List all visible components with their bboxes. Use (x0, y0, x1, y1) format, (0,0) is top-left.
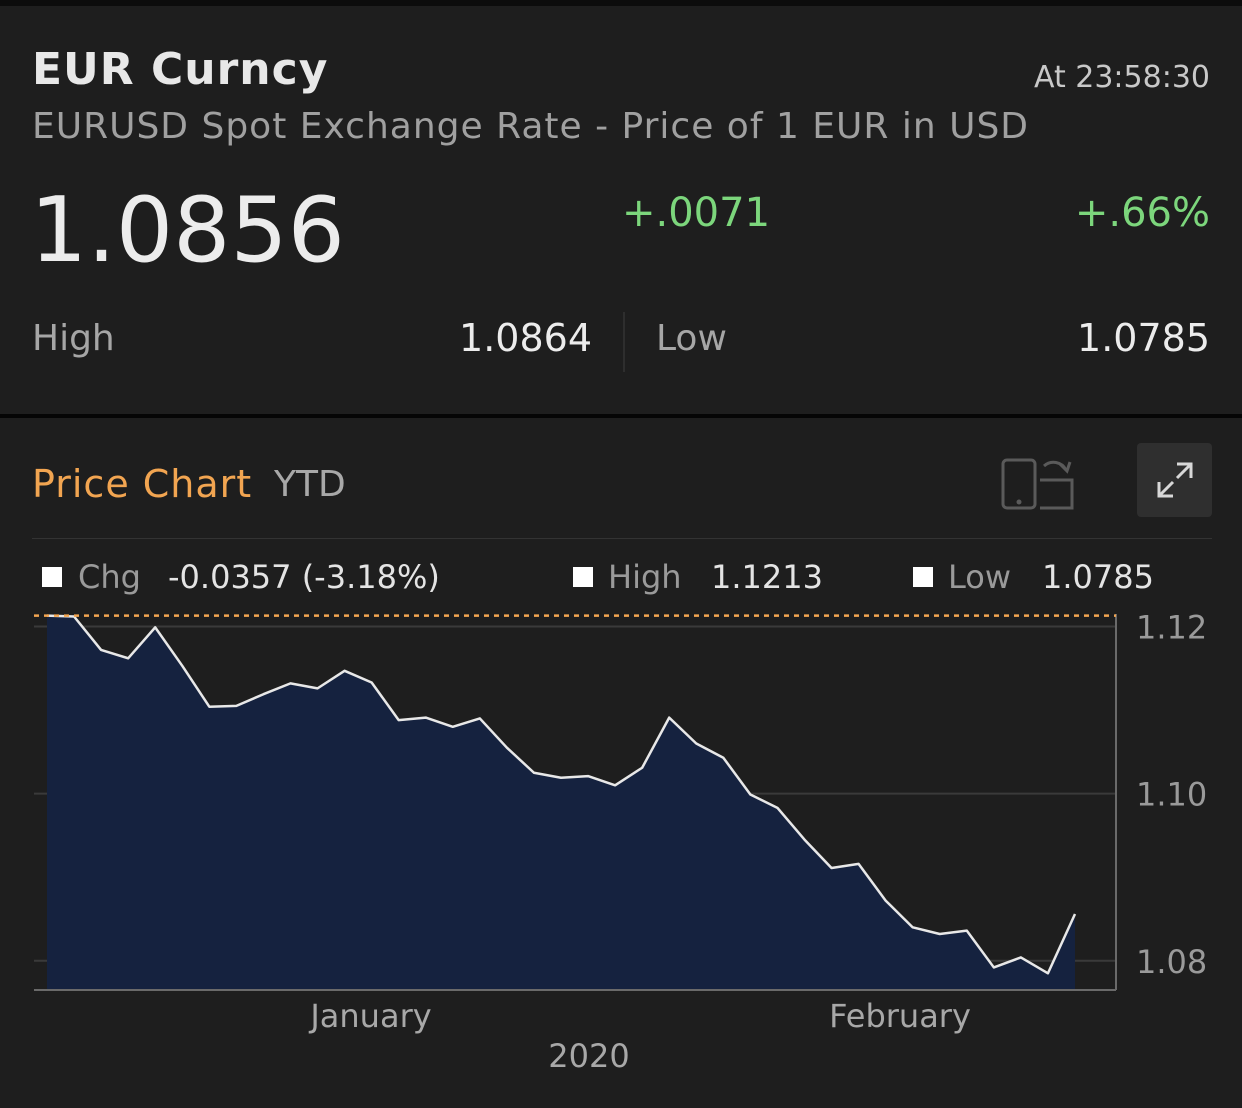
price-area (47, 615, 1075, 990)
x-axis-year-label: 2020 (548, 1037, 629, 1075)
low-label: Low (656, 318, 727, 359)
price-line (46, 614, 1077, 975)
x-tick-label: January (308, 997, 431, 1035)
high-label: High (32, 318, 115, 359)
low-legend-marker (913, 567, 933, 587)
legend-low-value: 1.0785 (1042, 558, 1154, 596)
chart-period-selector[interactable]: YTD (274, 464, 346, 505)
x-tick-label: February (829, 997, 971, 1035)
quote-panel (0, 0, 1242, 414)
legend-chg-label: Chg (78, 558, 141, 596)
high-legend-marker (573, 567, 593, 587)
y-tick-label: 1.10 (1136, 776, 1207, 814)
quote-timestamp: At 23:58:30 (1033, 60, 1210, 95)
chart-header-rule (32, 538, 1212, 539)
legend-high-value: 1.1213 (711, 558, 823, 596)
legend-chg-value: -0.0357 (-3.18%) (168, 558, 440, 596)
security-description: EURUSD Spot Exchange Rate - Price of 1 E… (32, 106, 1030, 147)
section-divider (0, 414, 1242, 418)
price-chart-title: Price Chart (32, 462, 253, 506)
y-tick-label: 1.12 (1136, 609, 1207, 647)
high-value: 1.0864 (459, 316, 592, 360)
chg-legend-marker (42, 567, 62, 587)
expand-icon (1157, 462, 1192, 498)
net-change: +.0071 (622, 190, 771, 236)
low-value: 1.0785 (1077, 316, 1210, 360)
y-tick-label: 1.08 (1136, 943, 1207, 981)
last-price: 1.0856 (30, 178, 345, 283)
price-chart[interactable]: 1.08 1.10 1.12 January February 2020 (0, 600, 1242, 1108)
legend-low-label: Low (948, 558, 1012, 596)
rotate-device-icon[interactable] (1000, 452, 1080, 516)
high-low-separator (623, 312, 625, 372)
ticker-title: EUR Curncy (32, 44, 329, 95)
percent-change: +.66% (1074, 190, 1210, 236)
legend-high-label: High (608, 558, 682, 596)
expand-chart-button[interactable] (1137, 443, 1212, 517)
